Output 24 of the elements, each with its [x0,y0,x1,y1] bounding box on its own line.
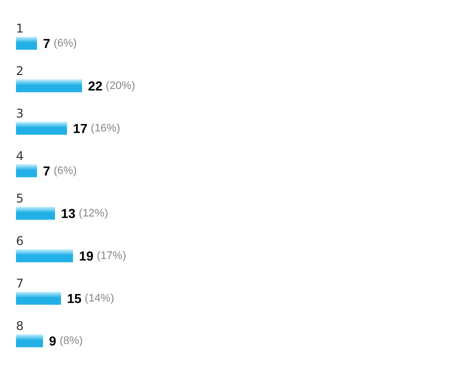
bar [16,36,37,50]
y-tick-label: 8 [16,318,24,333]
data-label: 19 (17%) [79,248,126,264]
data-label: 13 (12%) [61,206,108,221]
y-tick-label: 2 [16,64,24,78]
bar [16,334,43,348]
bar [16,249,73,262]
y-tick-label: 6 [16,234,24,248]
data-label: 7 (6%) [43,163,77,178]
bar [16,292,61,305]
data-label: 15 (14%) [67,290,114,306]
y-tick-label: 4 [16,148,24,163]
bar [16,164,37,178]
y-tick-label: 3 [16,106,24,120]
data-label: 17 (16%) [73,120,120,136]
y-tick-label: 5 [16,191,24,206]
data-label: 22 (20%) [88,78,136,94]
bar [16,206,55,220]
y-tick-label: 7 [16,276,24,290]
data-label: 9 (8%) [49,333,83,348]
y-tick-label: 1 [16,21,24,36]
bar [16,122,67,135]
data-label: 7 (6%) [43,36,77,51]
bar [16,79,82,92]
